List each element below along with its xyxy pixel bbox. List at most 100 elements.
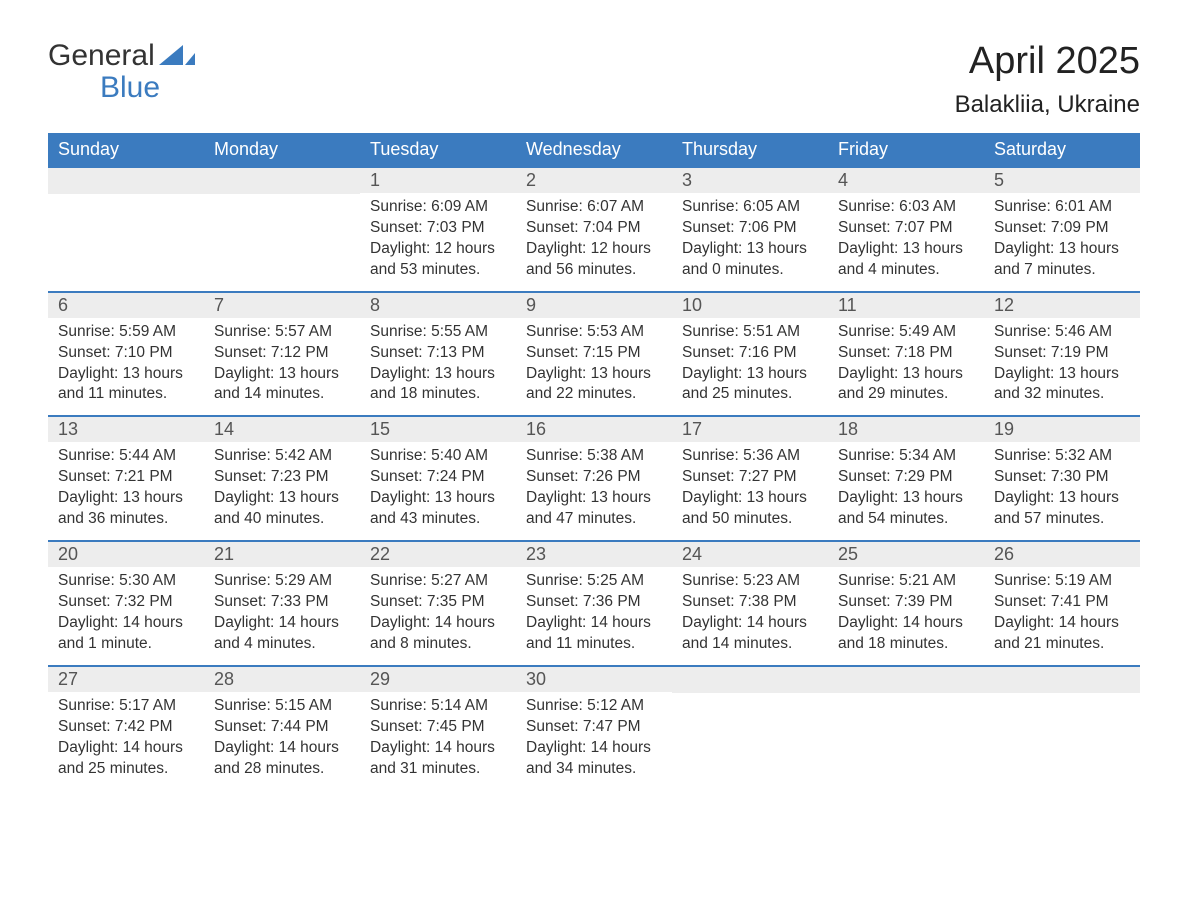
day-sunset: Sunset: 7:47 PM: [526, 717, 662, 738]
day-content: Sunrise: 5:27 AMSunset: 7:35 PMDaylight:…: [360, 567, 516, 665]
day-sunrise: Sunrise: 5:15 AM: [214, 696, 350, 717]
weekday-header-row: SundayMondayTuesdayWednesdayThursdayFrid…: [48, 133, 1140, 166]
day-daylight1: Daylight: 13 hours: [994, 364, 1130, 385]
day-number: 24: [672, 542, 828, 567]
day-sunset: Sunset: 7:16 PM: [682, 343, 818, 364]
day-daylight1: Daylight: 14 hours: [214, 613, 350, 634]
day-sunset: Sunset: 7:39 PM: [838, 592, 974, 613]
weekday-header: Monday: [204, 133, 360, 166]
day-daylight1: Daylight: 13 hours: [58, 364, 194, 385]
day-content: Sunrise: 6:07 AMSunset: 7:04 PMDaylight:…: [516, 193, 672, 291]
day-number: 26: [984, 542, 1140, 567]
day-content: Sunrise: 5:42 AMSunset: 7:23 PMDaylight:…: [204, 442, 360, 540]
day-number: 25: [828, 542, 984, 567]
day-sunset: Sunset: 7:29 PM: [838, 467, 974, 488]
day-sunset: Sunset: 7:19 PM: [994, 343, 1130, 364]
day-sunrise: Sunrise: 5:27 AM: [370, 571, 506, 592]
day-cell: 10Sunrise: 5:51 AMSunset: 7:16 PMDayligh…: [672, 293, 828, 416]
day-sunrise: Sunrise: 6:03 AM: [838, 197, 974, 218]
weekday-header: Thursday: [672, 133, 828, 166]
day-number: 6: [48, 293, 204, 318]
day-number: 15: [360, 417, 516, 442]
day-sunrise: Sunrise: 5:25 AM: [526, 571, 662, 592]
day-sunset: Sunset: 7:36 PM: [526, 592, 662, 613]
weekday-header: Saturday: [984, 133, 1140, 166]
day-cell: 9Sunrise: 5:53 AMSunset: 7:15 PMDaylight…: [516, 293, 672, 416]
day-daylight1: Daylight: 13 hours: [58, 488, 194, 509]
day-content: Sunrise: 5:36 AMSunset: 7:27 PMDaylight:…: [672, 442, 828, 540]
day-daylight1: Daylight: 13 hours: [214, 364, 350, 385]
day-sunset: Sunset: 7:23 PM: [214, 467, 350, 488]
weeks-container: 1Sunrise: 6:09 AMSunset: 7:03 PMDaylight…: [48, 166, 1140, 789]
day-number: 4: [828, 168, 984, 193]
day-cell: 1Sunrise: 6:09 AMSunset: 7:03 PMDaylight…: [360, 168, 516, 291]
day-daylight2: and 29 minutes.: [838, 384, 974, 405]
day-daylight2: and 54 minutes.: [838, 509, 974, 530]
day-number: 23: [516, 542, 672, 567]
day-sunset: Sunset: 7:15 PM: [526, 343, 662, 364]
location-text: Balakliia, Ukraine: [955, 91, 1140, 119]
day-daylight2: and 28 minutes.: [214, 759, 350, 780]
day-number: 27: [48, 667, 204, 692]
day-daylight2: and 7 minutes.: [994, 260, 1130, 281]
day-daylight1: Daylight: 14 hours: [526, 738, 662, 759]
day-cell: 22Sunrise: 5:27 AMSunset: 7:35 PMDayligh…: [360, 542, 516, 665]
day-daylight1: Daylight: 14 hours: [526, 613, 662, 634]
day-content: Sunrise: 5:25 AMSunset: 7:36 PMDaylight:…: [516, 567, 672, 665]
day-content: Sunrise: 6:05 AMSunset: 7:06 PMDaylight:…: [672, 193, 828, 291]
day-number: 12: [984, 293, 1140, 318]
day-sunset: Sunset: 7:07 PM: [838, 218, 974, 239]
day-sunset: Sunset: 7:27 PM: [682, 467, 818, 488]
day-number: 7: [204, 293, 360, 318]
day-cell: 6Sunrise: 5:59 AMSunset: 7:10 PMDaylight…: [48, 293, 204, 416]
weekday-header: Wednesday: [516, 133, 672, 166]
day-number: 10: [672, 293, 828, 318]
weekday-header: Sunday: [48, 133, 204, 166]
day-content: Sunrise: 5:40 AMSunset: 7:24 PMDaylight:…: [360, 442, 516, 540]
day-sunset: Sunset: 7:12 PM: [214, 343, 350, 364]
day-sunrise: Sunrise: 5:51 AM: [682, 322, 818, 343]
day-content: Sunrise: 5:12 AMSunset: 7:47 PMDaylight:…: [516, 692, 672, 790]
day-daylight1: Daylight: 13 hours: [994, 488, 1130, 509]
day-cell: 23Sunrise: 5:25 AMSunset: 7:36 PMDayligh…: [516, 542, 672, 665]
day-daylight2: and 4 minutes.: [214, 634, 350, 655]
day-daylight1: Daylight: 14 hours: [58, 613, 194, 634]
day-sunrise: Sunrise: 6:05 AM: [682, 197, 818, 218]
day-number: 8: [360, 293, 516, 318]
day-content: Sunrise: 5:23 AMSunset: 7:38 PMDaylight:…: [672, 567, 828, 665]
month-title: April 2025: [955, 40, 1140, 83]
day-daylight1: Daylight: 14 hours: [994, 613, 1130, 634]
day-daylight1: Daylight: 13 hours: [682, 488, 818, 509]
day-number: 2: [516, 168, 672, 193]
day-sunrise: Sunrise: 5:36 AM: [682, 446, 818, 467]
day-daylight2: and 22 minutes.: [526, 384, 662, 405]
day-content: Sunrise: 5:55 AMSunset: 7:13 PMDaylight:…: [360, 318, 516, 416]
week-row: 13Sunrise: 5:44 AMSunset: 7:21 PMDayligh…: [48, 415, 1140, 540]
day-cell: 29Sunrise: 5:14 AMSunset: 7:45 PMDayligh…: [360, 667, 516, 790]
day-cell: 21Sunrise: 5:29 AMSunset: 7:33 PMDayligh…: [204, 542, 360, 665]
day-sunrise: Sunrise: 5:40 AM: [370, 446, 506, 467]
day-sunset: Sunset: 7:42 PM: [58, 717, 194, 738]
day-sunrise: Sunrise: 5:23 AM: [682, 571, 818, 592]
day-number: 20: [48, 542, 204, 567]
day-content: Sunrise: 5:29 AMSunset: 7:33 PMDaylight:…: [204, 567, 360, 665]
week-row: 20Sunrise: 5:30 AMSunset: 7:32 PMDayligh…: [48, 540, 1140, 665]
day-number: 28: [204, 667, 360, 692]
day-cell: 12Sunrise: 5:46 AMSunset: 7:19 PMDayligh…: [984, 293, 1140, 416]
day-cell: [984, 667, 1140, 790]
day-daylight2: and 56 minutes.: [526, 260, 662, 281]
day-daylight1: Daylight: 14 hours: [58, 738, 194, 759]
day-sunrise: Sunrise: 5:32 AM: [994, 446, 1130, 467]
day-sunrise: Sunrise: 5:17 AM: [58, 696, 194, 717]
day-sunrise: Sunrise: 6:09 AM: [370, 197, 506, 218]
day-sunset: Sunset: 7:13 PM: [370, 343, 506, 364]
day-number: 9: [516, 293, 672, 318]
day-sunset: Sunset: 7:03 PM: [370, 218, 506, 239]
day-cell: 17Sunrise: 5:36 AMSunset: 7:27 PMDayligh…: [672, 417, 828, 540]
weekday-header: Tuesday: [360, 133, 516, 166]
day-number: 5: [984, 168, 1140, 193]
day-sunset: Sunset: 7:32 PM: [58, 592, 194, 613]
day-sunset: Sunset: 7:09 PM: [994, 218, 1130, 239]
day-sunrise: Sunrise: 5:38 AM: [526, 446, 662, 467]
day-daylight2: and 0 minutes.: [682, 260, 818, 281]
